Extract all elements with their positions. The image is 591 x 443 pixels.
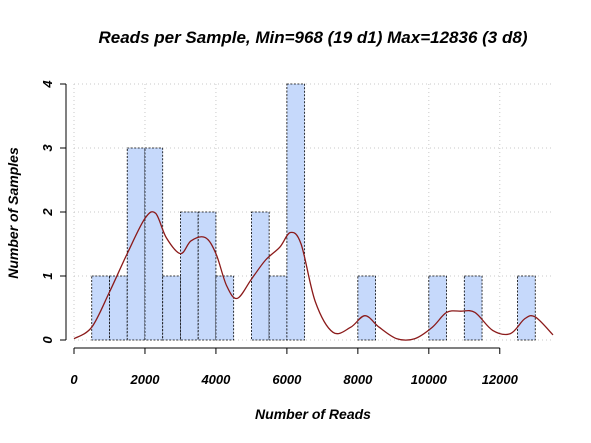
y-tick-label: 4 (40, 80, 55, 89)
histogram-bar (286, 83, 306, 341)
x-tick-label: 8000 (343, 372, 373, 387)
histogram-bars (91, 83, 536, 341)
histogram-bar (162, 275, 181, 341)
x-axis-title: Number of Reads (255, 406, 371, 422)
y-axis-title: Number of Samples (5, 147, 21, 279)
density-curve (73, 211, 554, 341)
x-tick-label: 6000 (272, 372, 302, 387)
histogram-bar (268, 275, 288, 341)
histogram-bar (126, 147, 146, 341)
histogram-bar (91, 275, 110, 341)
x-tick-label: 4000 (200, 372, 231, 387)
histogram-bar (357, 275, 376, 341)
chart-title: Reads per Sample, Min=968 (19 d1) Max=12… (99, 28, 528, 47)
density-curve-layer (73, 211, 554, 341)
histogram-bar (197, 211, 217, 341)
x-tick-label: 2000 (130, 372, 161, 387)
x-tick-label: 12000 (482, 372, 519, 387)
y-tick-label: 0 (40, 336, 55, 344)
axes: 0 2000 4000 6000 8000 10000 12000 0 1 2 3 4 (40, 80, 519, 387)
histogram-bar (215, 275, 235, 341)
x-tick-label: 10000 (411, 372, 448, 387)
x-tick-label: 0 (70, 372, 78, 387)
histogram-bar (144, 147, 164, 341)
y-tick-label: 2 (40, 208, 55, 217)
y-tick-label: 3 (40, 144, 55, 152)
histogram-bar (517, 275, 536, 341)
histogram-bar (428, 275, 447, 341)
histogram-bar (180, 211, 199, 341)
histogram-bar (463, 275, 483, 341)
y-tick-label: 1 (40, 272, 55, 279)
